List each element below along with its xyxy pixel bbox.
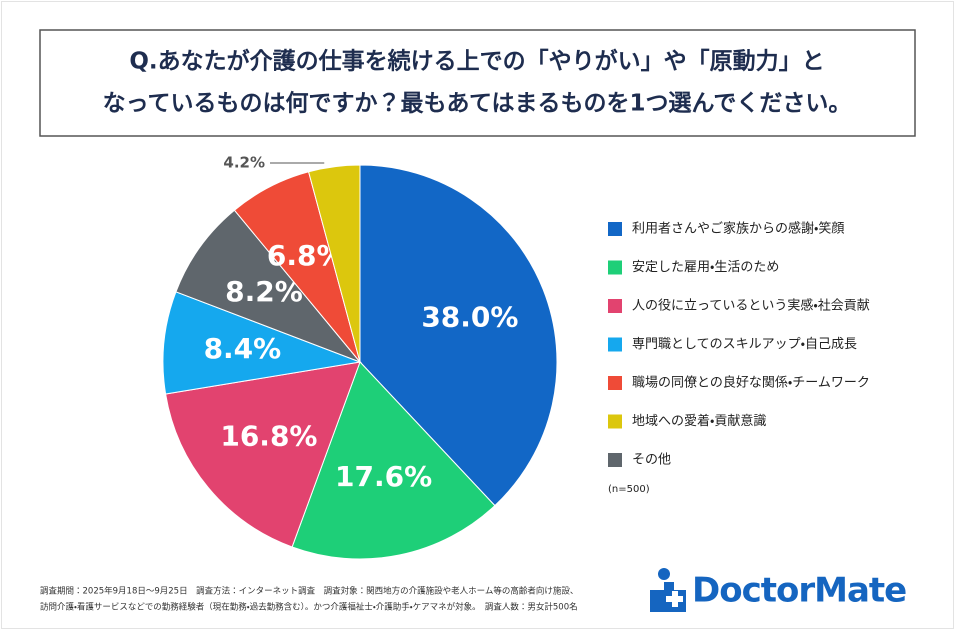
slice-label: 4.2% — [223, 154, 265, 172]
legend-label: 地域への愛着・貢献意識 — [632, 413, 766, 429]
chart-title: Q.あなたが介護の仕事を続ける上での「やりがい」や「原動力」と — [129, 48, 824, 75]
pie-slice — [165, 361, 361, 548]
pie-slice — [308, 164, 361, 363]
slice-label: 8.2% — [225, 275, 303, 308]
footnote: 調査期間：2025年9月18日～9月25日 調査方法：インターネット調査 調査対… — [40, 586, 578, 597]
chart-title: なっているものは何ですか？最もあてはまるものを1つ選んでください。 — [103, 91, 852, 117]
logo: DoctorMate — [692, 571, 906, 611]
pie-slice — [175, 209, 362, 364]
legend-label: 利用者さんやご家族からの感謝・笑顔 — [632, 221, 844, 237]
legend-swatch — [608, 299, 622, 313]
legend-label: 専門職としてのスキルアップ・自己成長 — [632, 337, 857, 352]
legend-label: 人の役に立っているという実感・社会貢献 — [632, 298, 870, 314]
legend-label: 職場の同僚との良好な関係・チームワーク — [632, 375, 870, 391]
pie-slice — [162, 291, 362, 395]
footnote: 訪問介護・看護サービスなどでの勤務経験者（現在勤務・過去勤務含む）。かつ介護福祉… — [40, 602, 578, 613]
legend-swatch — [608, 337, 622, 352]
legend-swatch — [608, 453, 622, 467]
sample-note: (n=500) — [608, 484, 650, 495]
legend-label: その他 — [632, 453, 671, 468]
slice-label: 8.4% — [204, 332, 282, 365]
legend-swatch — [608, 414, 622, 429]
slice-label: 38.0% — [421, 300, 518, 333]
legend-swatch — [608, 376, 622, 390]
title-box — [39, 29, 916, 137]
slice-label: 16.8% — [220, 419, 317, 452]
pie-slice — [359, 164, 558, 507]
legend-swatch — [608, 260, 622, 275]
slice-label: 17.6% — [335, 460, 432, 493]
legend-swatch — [608, 222, 622, 236]
logo-icon — [650, 568, 686, 612]
legend-label: 安定した雇用・生活のため — [632, 260, 779, 275]
pie-slice — [291, 361, 496, 560]
